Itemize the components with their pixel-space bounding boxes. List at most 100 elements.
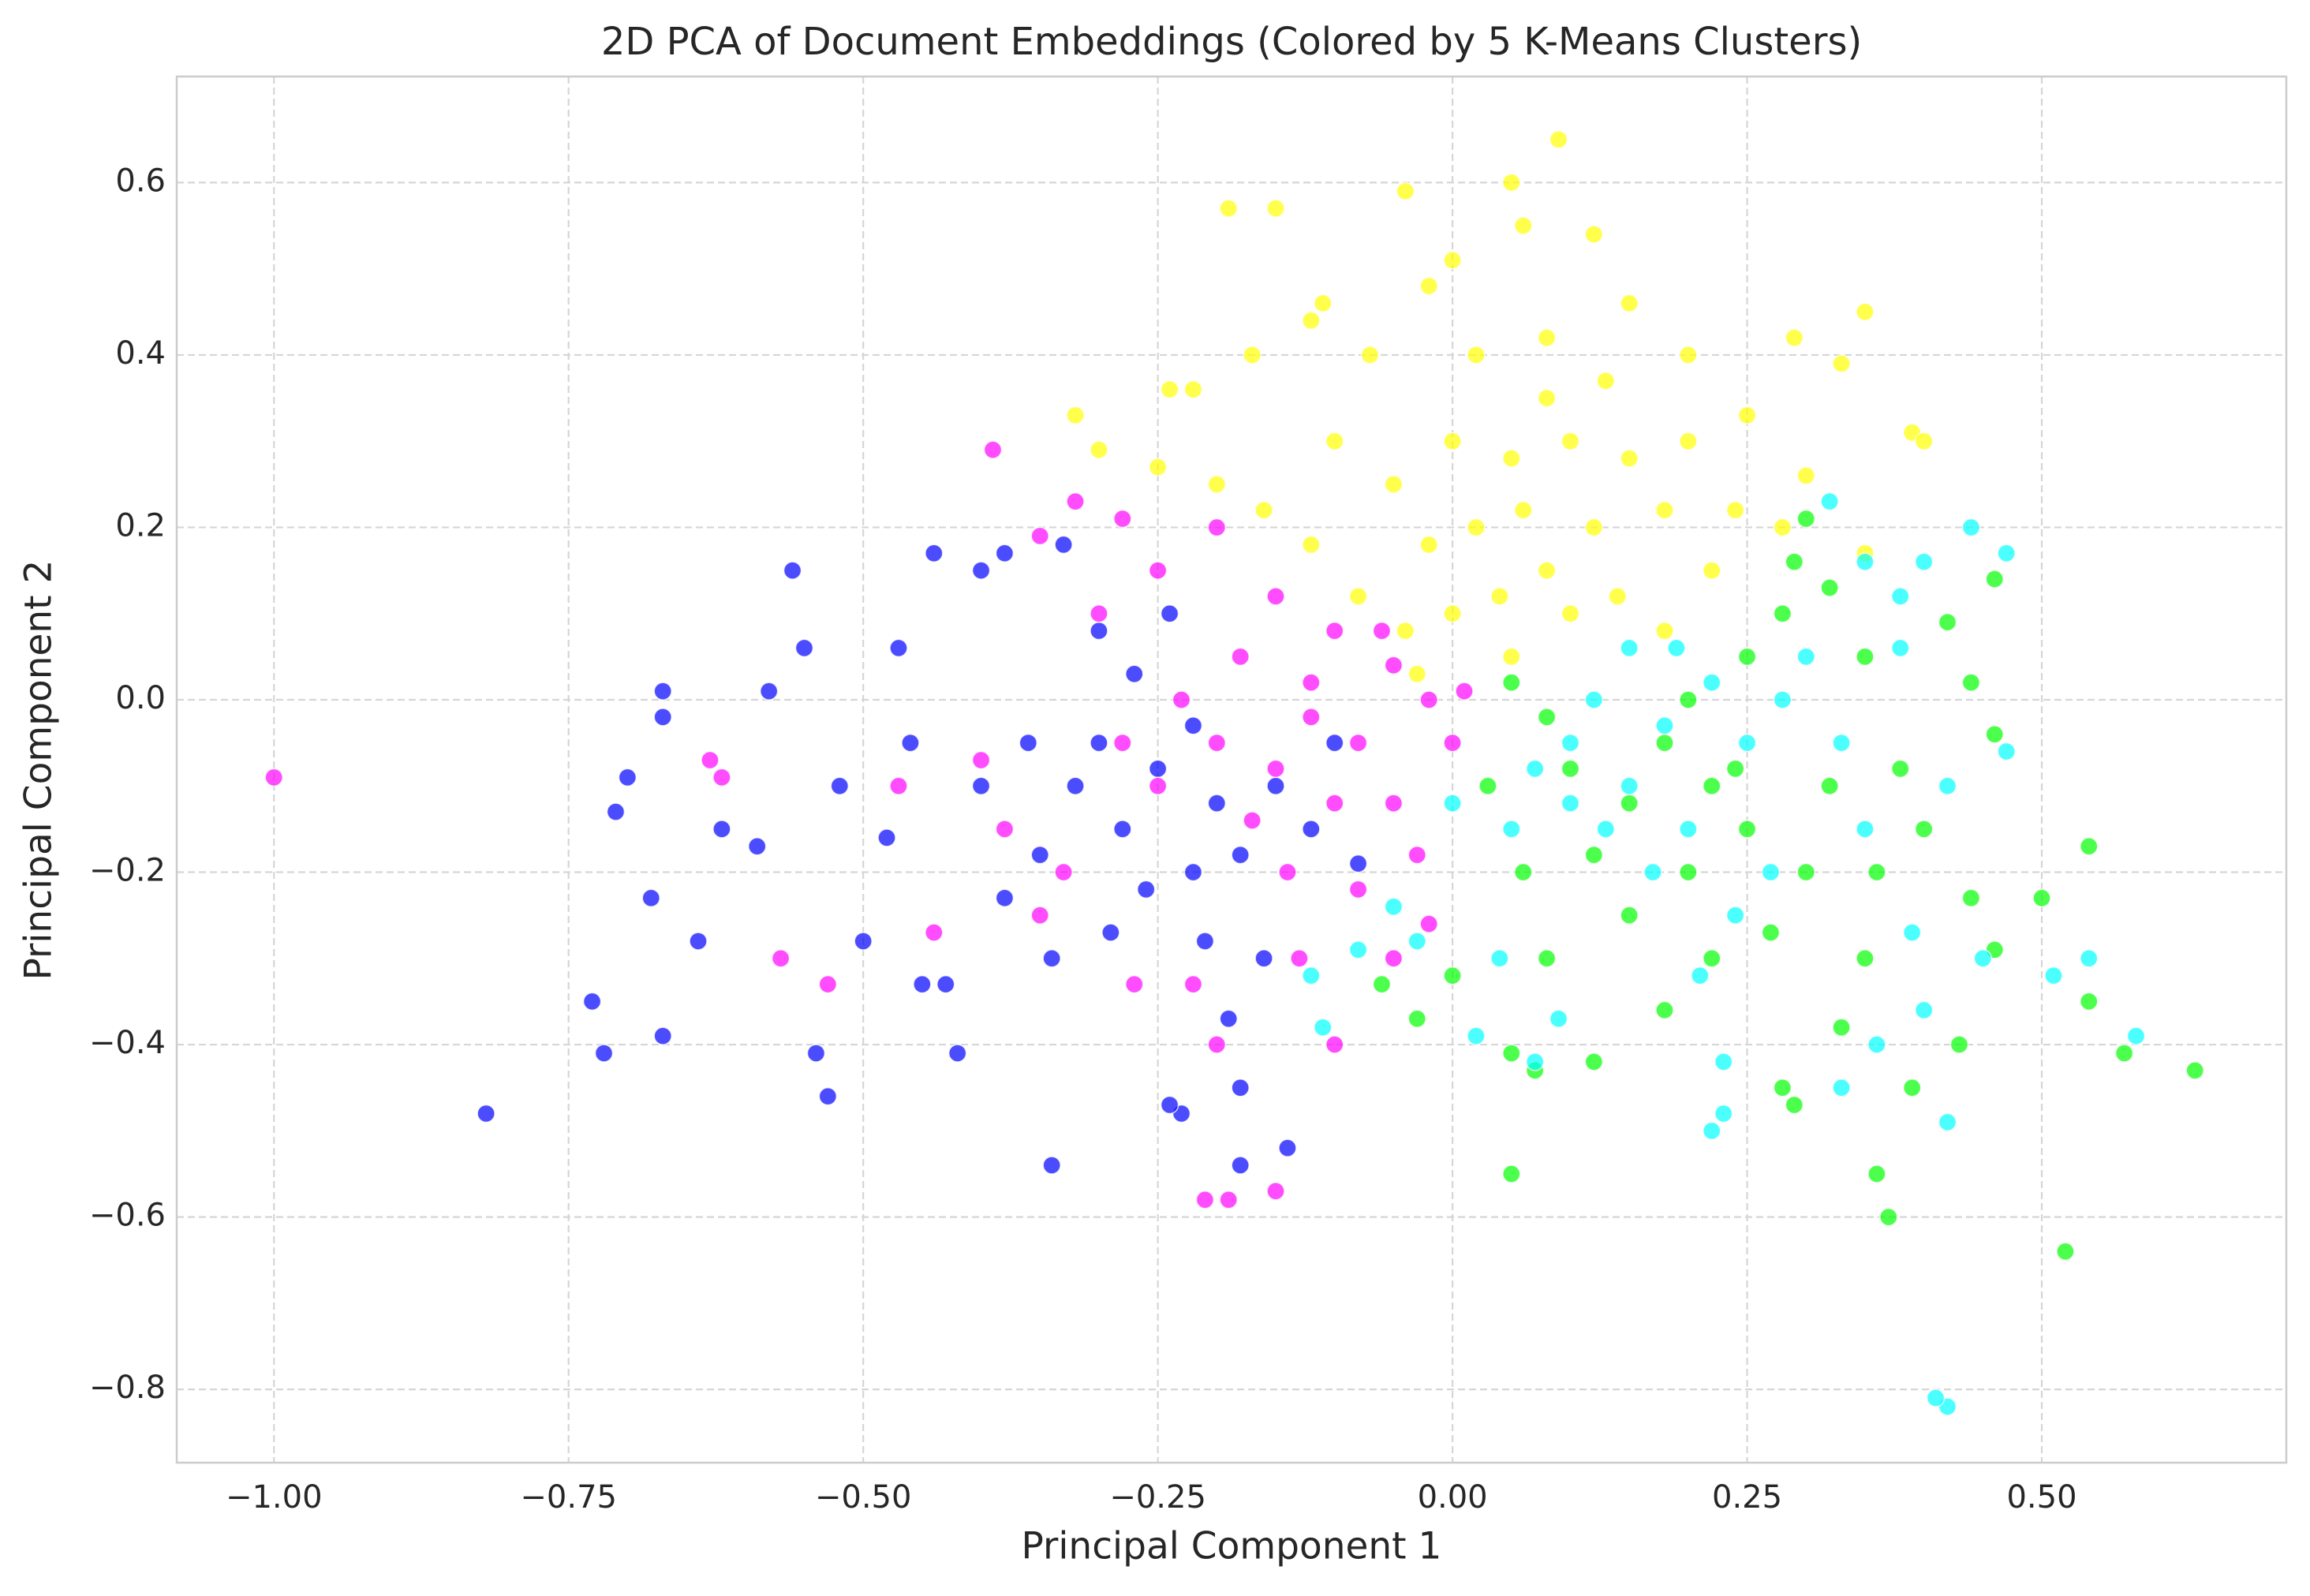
point bbox=[1902, 1078, 1922, 1097]
point bbox=[771, 949, 791, 968]
point bbox=[1702, 949, 1721, 968]
point bbox=[995, 820, 1015, 839]
point bbox=[2114, 1044, 2134, 1063]
point bbox=[1125, 974, 1144, 994]
point bbox=[1030, 526, 1049, 546]
point bbox=[1502, 673, 1521, 692]
point bbox=[1655, 500, 1674, 520]
point bbox=[1207, 1035, 1227, 1054]
point bbox=[1148, 561, 1168, 580]
point bbox=[1183, 716, 1203, 735]
point bbox=[1679, 862, 1698, 882]
point bbox=[1679, 820, 1698, 839]
point bbox=[2080, 836, 2099, 856]
point bbox=[1561, 604, 1580, 623]
point bbox=[1066, 406, 1085, 425]
point bbox=[1891, 759, 1910, 779]
point bbox=[1667, 638, 1686, 658]
x-axis-label: Principal Component 1 bbox=[1022, 1525, 1442, 1568]
point bbox=[830, 776, 850, 796]
point bbox=[936, 974, 955, 994]
point bbox=[1266, 759, 1285, 779]
point bbox=[1348, 880, 1368, 899]
point bbox=[1231, 1156, 1250, 1175]
point bbox=[1561, 759, 1580, 779]
point bbox=[1620, 449, 1639, 468]
point bbox=[1785, 1095, 1804, 1115]
point bbox=[1125, 664, 1144, 683]
y-tick-label: −0.6 bbox=[89, 1198, 166, 1234]
point bbox=[2032, 888, 2051, 908]
point bbox=[1360, 346, 1380, 364]
point bbox=[1584, 690, 1604, 709]
point bbox=[1549, 130, 1568, 149]
point bbox=[1502, 1044, 1521, 1063]
point bbox=[1490, 949, 1509, 968]
point bbox=[818, 1086, 838, 1106]
grid bbox=[177, 77, 2286, 1463]
point bbox=[1030, 845, 1049, 865]
point bbox=[1148, 458, 1168, 477]
point bbox=[1985, 570, 2005, 589]
point bbox=[806, 1044, 826, 1063]
point bbox=[1985, 724, 2005, 744]
point bbox=[1207, 475, 1227, 494]
point bbox=[1902, 923, 1922, 942]
point bbox=[1396, 621, 1415, 641]
point bbox=[477, 1104, 495, 1123]
y-tick-label: −0.2 bbox=[89, 853, 166, 889]
point bbox=[1891, 638, 1910, 658]
point bbox=[995, 544, 1015, 563]
point bbox=[1525, 1052, 1545, 1071]
point bbox=[1419, 690, 1438, 709]
point bbox=[653, 708, 672, 727]
point bbox=[1973, 949, 1993, 968]
point bbox=[1584, 518, 1604, 537]
point bbox=[1278, 862, 1297, 882]
point bbox=[606, 802, 626, 821]
point bbox=[1525, 759, 1545, 779]
point bbox=[1066, 492, 1085, 511]
point bbox=[1561, 794, 1580, 813]
y-axis-label: Principal Component 2 bbox=[17, 560, 61, 981]
x-tick-label: 0.25 bbox=[1712, 1479, 1782, 1516]
point bbox=[1761, 862, 1781, 882]
point bbox=[1997, 544, 2016, 563]
point bbox=[747, 836, 767, 856]
point bbox=[1737, 406, 1757, 425]
point bbox=[1832, 1018, 1851, 1037]
point bbox=[1856, 552, 1875, 571]
point bbox=[2126, 1026, 2146, 1045]
point bbox=[1643, 862, 1662, 882]
point bbox=[1537, 388, 1557, 408]
point bbox=[854, 932, 873, 951]
point bbox=[1302, 311, 1321, 330]
point bbox=[1867, 1035, 1886, 1054]
point bbox=[594, 1044, 614, 1063]
point bbox=[1407, 845, 1427, 865]
point bbox=[1867, 1164, 1886, 1183]
point bbox=[1820, 776, 1839, 796]
point bbox=[1608, 587, 1627, 606]
y-tick-label: 0.4 bbox=[115, 335, 166, 372]
point bbox=[1290, 949, 1309, 968]
point bbox=[1596, 371, 1616, 391]
point bbox=[1090, 440, 1108, 459]
point bbox=[1856, 302, 1875, 322]
point bbox=[1773, 518, 1792, 537]
point bbox=[925, 544, 944, 563]
point bbox=[1019, 733, 1038, 753]
point bbox=[1302, 673, 1321, 692]
point bbox=[1914, 820, 1934, 839]
point bbox=[1384, 949, 1404, 968]
point bbox=[1090, 621, 1108, 641]
point bbox=[1785, 328, 1804, 347]
point bbox=[1832, 733, 1851, 753]
point bbox=[1219, 1190, 1239, 1209]
point bbox=[1584, 1052, 1604, 1071]
point bbox=[1231, 647, 1250, 667]
point bbox=[1030, 906, 1049, 925]
x-tick-label: −0.75 bbox=[520, 1479, 617, 1516]
point bbox=[1737, 647, 1757, 667]
